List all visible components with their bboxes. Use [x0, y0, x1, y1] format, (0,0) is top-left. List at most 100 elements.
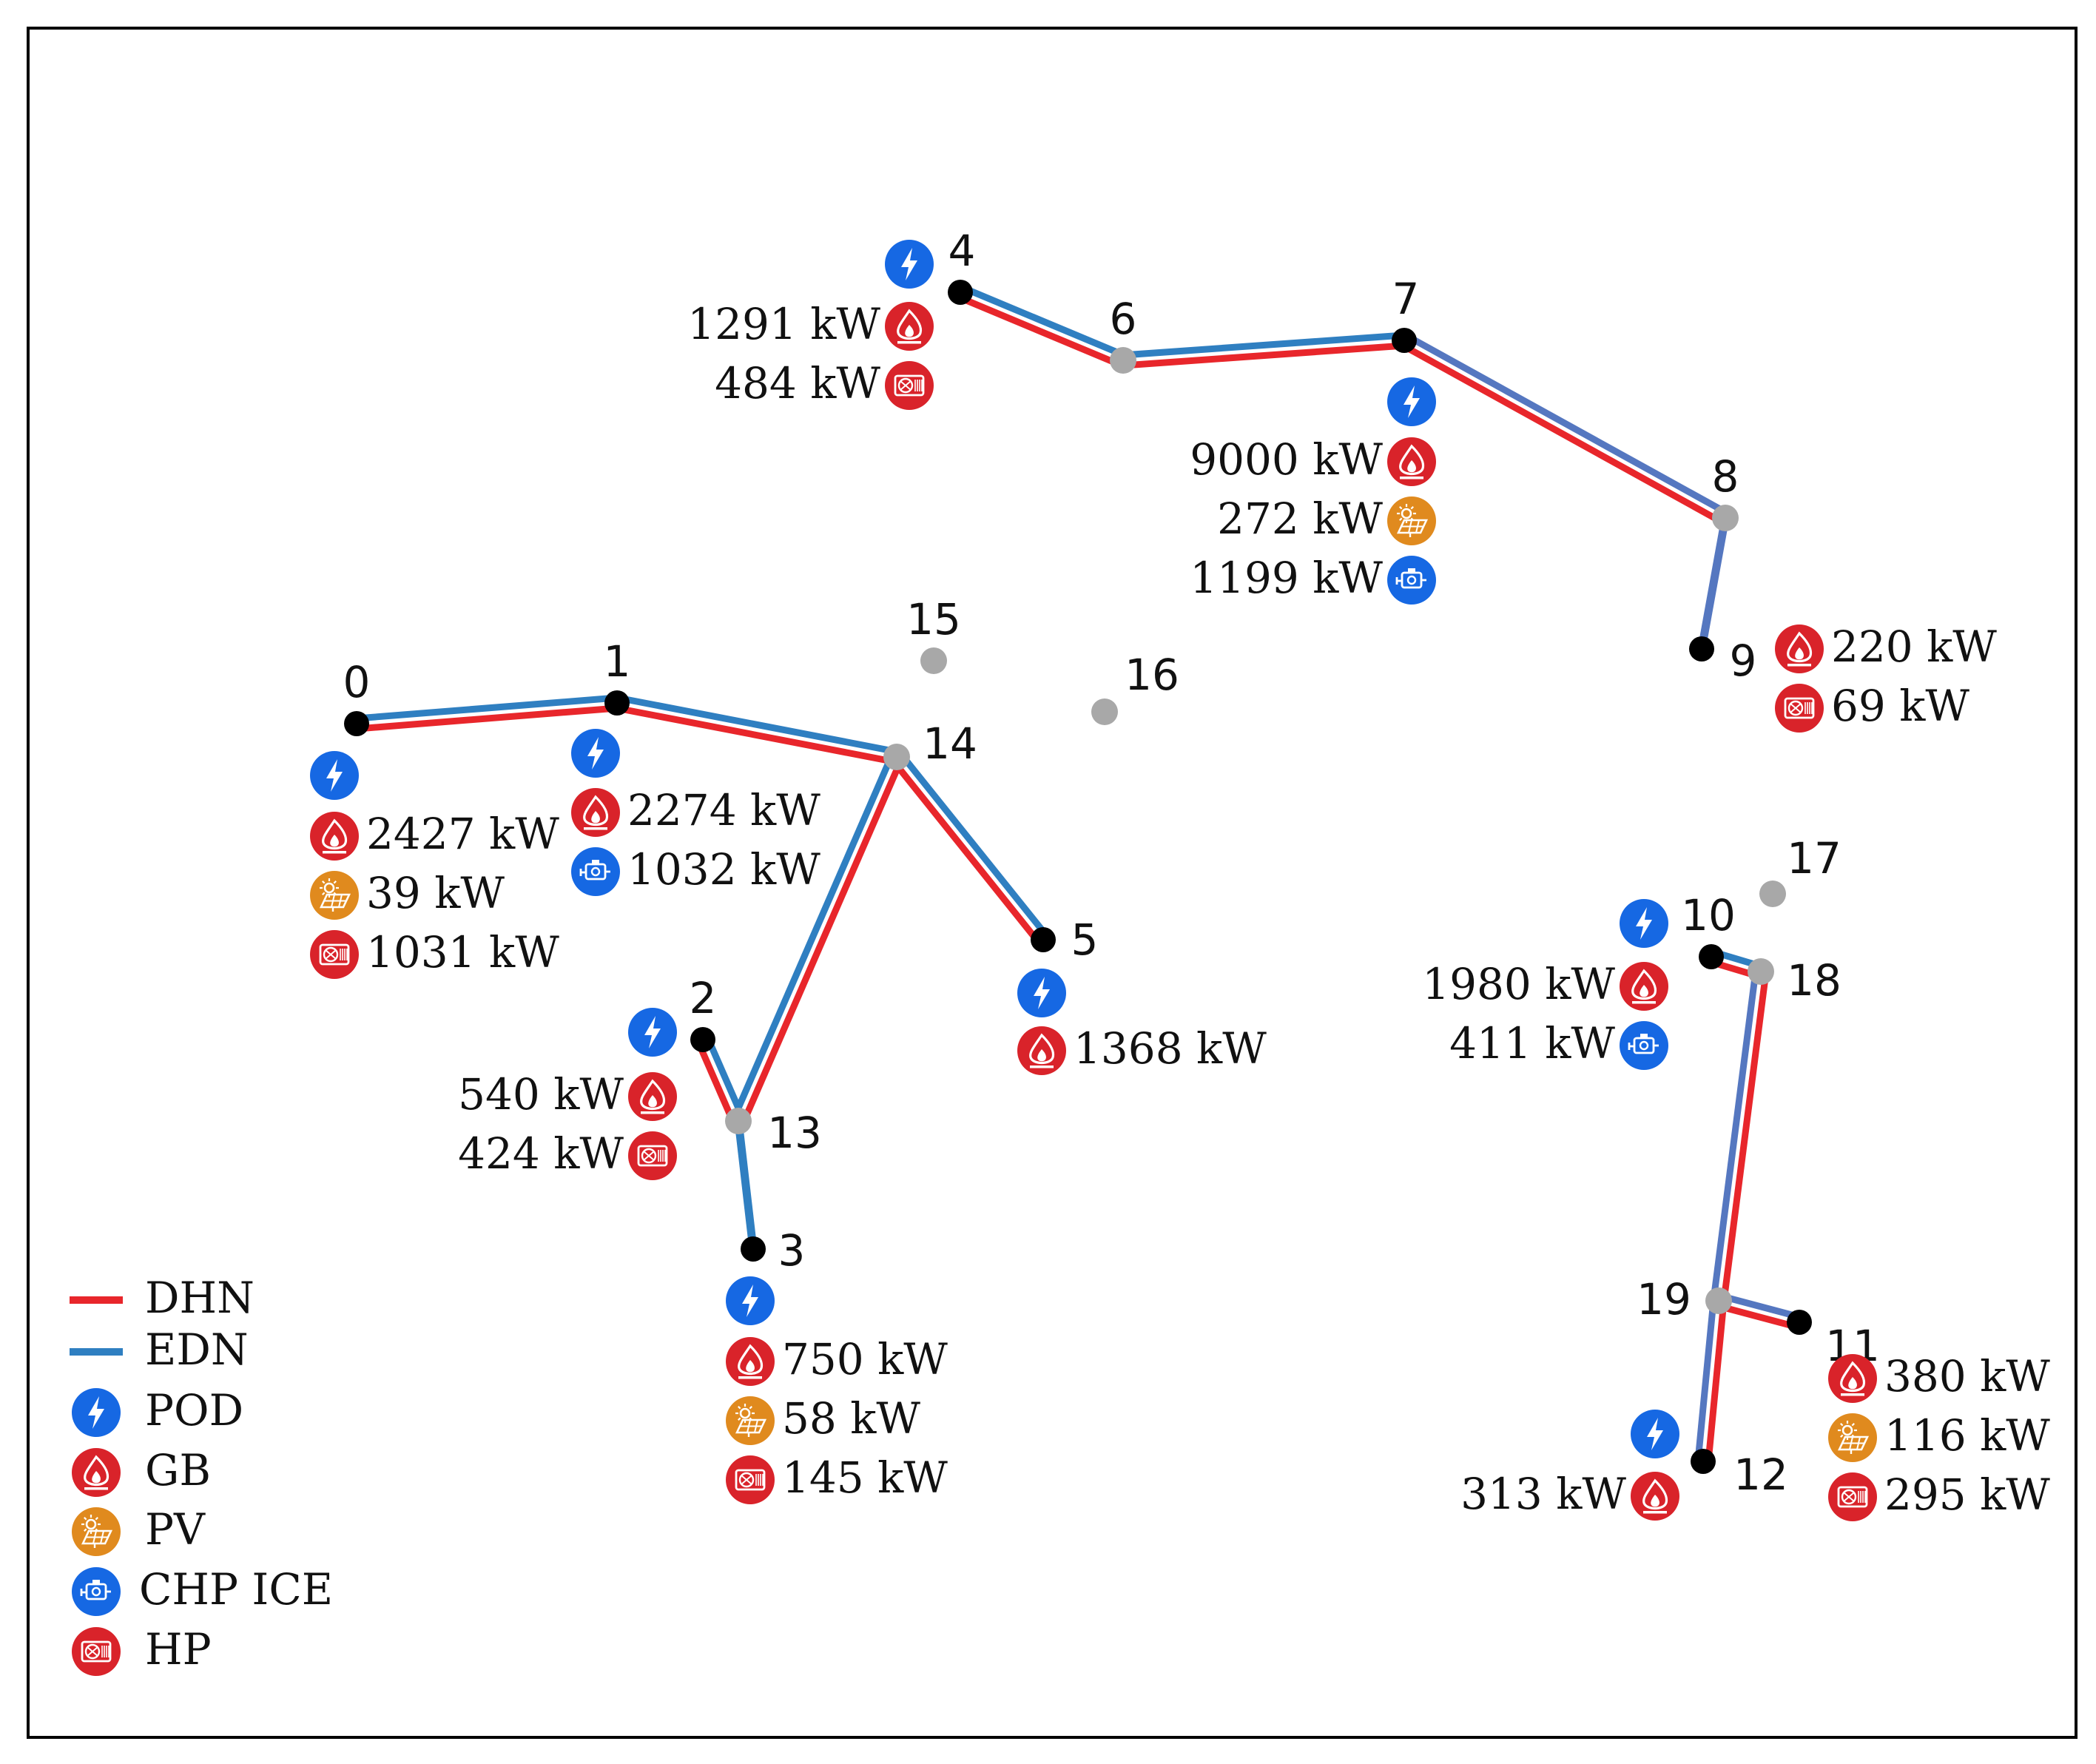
node-17-label: 17 [1787, 833, 1841, 883]
edge-18-19 [1710, 970, 1770, 1302]
capacity-node-11-gb: 380 kW [1828, 1351, 2050, 1403]
edge-0-1-edn-line [356, 694, 617, 722]
node-2-dot [690, 1027, 715, 1052]
capacity-node-0-pv: 39 kW [310, 868, 505, 920]
capacity-node-9-gb: 220 kW [1775, 622, 1997, 673]
capacity-value: 1032 kW [627, 844, 820, 895]
capacity-node-10-chp: 411 kW [1449, 1018, 1668, 1070]
node-18-label: 18 [1787, 955, 1841, 1006]
node-6-dot [1110, 347, 1136, 374]
edge-19-12 [1694, 1299, 1728, 1463]
gb-icon [628, 1072, 677, 1121]
node-16-dot [1091, 698, 1118, 725]
legend-hp-label: HP [145, 1624, 212, 1674]
capacity-value: 220 kW [1831, 622, 1997, 672]
edge-14-5-dhn-line [890, 758, 1042, 946]
node-9: 9 [1689, 636, 1756, 686]
node-6-label: 6 [1110, 294, 1137, 344]
edge-19-12-edn_alt-line [1694, 1299, 1717, 1461]
node-1: 1 [604, 636, 631, 716]
gb-icon [1620, 962, 1668, 1011]
capacity-node-3-hp: 145 kW [726, 1452, 948, 1504]
node-3-label: 3 [778, 1225, 806, 1276]
capacity-node-7-gb: 9000 kW [1190, 434, 1436, 486]
node-8: 8 [1712, 451, 1739, 531]
capacity-node-5-gb: 1368 kW [1017, 1023, 1267, 1075]
node-19-dot [1705, 1287, 1732, 1314]
edge-19-11 [1716, 1292, 1802, 1331]
pod-icon-node-0 [310, 751, 359, 800]
edge-1-14-edn-line [617, 694, 899, 755]
capacity-node-1-gb: 2274 kW [571, 785, 820, 837]
capacity-value: 39 kW [366, 868, 505, 918]
edge-6-7 [1122, 331, 1405, 369]
pod-icon-node-4 [885, 240, 934, 289]
hp-icon [1828, 1472, 1877, 1521]
node-8-label: 8 [1712, 451, 1739, 502]
legend-gb-icon [72, 1448, 121, 1497]
capacity-node-12-gb: 313 kW [1460, 1469, 1679, 1521]
pod-icon-node-7 [1387, 377, 1436, 426]
edge-14-13-edn-line [730, 753, 895, 1121]
node-0-dot [344, 711, 369, 736]
capacity-value: 313 kW [1460, 1469, 1626, 1519]
edge-14-13-dhn-line [740, 757, 905, 1125]
edge-14-5-edn-line [897, 751, 1050, 939]
edge-8-9 [1697, 517, 1730, 650]
capacity-value: 295 kW [1884, 1470, 2050, 1520]
chp-icon [1387, 556, 1436, 605]
legend-chp-icon [72, 1567, 121, 1616]
capacity-node-2-hp: 424 kW [458, 1128, 677, 1180]
node-14: 14 [883, 718, 977, 770]
gb-icon [1017, 1026, 1066, 1075]
hp-icon [310, 930, 359, 979]
node-14-label: 14 [923, 718, 977, 769]
node-18: 18 [1748, 955, 1841, 1006]
capacity-node-10-gb: 1980 kW [1422, 959, 1668, 1011]
chp-icon [571, 847, 620, 896]
node-12-dot [1691, 1449, 1716, 1474]
legend-pv-label: PV [145, 1504, 206, 1555]
node-10-dot [1699, 944, 1724, 969]
legend-chp-label: CHP ICE [139, 1564, 333, 1615]
gb-icon [571, 788, 620, 837]
gb-icon [1631, 1472, 1679, 1521]
edges-layer [356, 284, 1802, 1463]
node-5: 5 [1031, 915, 1098, 965]
edge-14-5 [890, 751, 1050, 946]
hp-icon [628, 1131, 677, 1180]
capacity-node-7-pv: 272 kW [1217, 494, 1436, 545]
capacity-node-7-chp: 1199 kW [1190, 553, 1436, 605]
legend-item-hp: HP [72, 1624, 212, 1676]
node-3-dot [741, 1236, 766, 1262]
legend-item-chp: CHP ICE [72, 1564, 333, 1616]
pv-icon [726, 1396, 775, 1445]
node-15-label: 15 [906, 594, 961, 644]
node-0: 0 [343, 657, 370, 736]
capacity-node-1-chp: 1032 kW [571, 844, 820, 896]
node-17-dot [1759, 881, 1786, 907]
legend-pod-icon [72, 1388, 121, 1437]
node-2: 2 [690, 973, 716, 1052]
capacity-value: 1980 kW [1422, 959, 1615, 1009]
edge-4-6-edn-line [960, 284, 1127, 359]
edge-19-11-edn_alt-line [1719, 1292, 1802, 1321]
capacity-value: 540 kW [458, 1069, 624, 1120]
node-14-dot [883, 744, 910, 770]
pod-icon-node-12 [1631, 1410, 1679, 1458]
edge-18-19-dhn-line [1720, 972, 1770, 1302]
edge-2-13-edn-line [704, 1036, 747, 1121]
capacity-value: 1368 kW [1074, 1023, 1267, 1074]
node-13-label: 13 [767, 1108, 822, 1158]
capacity-value: 1291 kW [687, 299, 880, 349]
capacity-node-11-hp: 295 kW [1828, 1470, 2050, 1521]
node-16: 16 [1091, 650, 1179, 725]
node-3: 3 [741, 1225, 805, 1276]
capacity-node-11-pv: 116 kW [1828, 1410, 2050, 1462]
edge-6-7-edn-line [1122, 331, 1404, 359]
node-1-label: 1 [604, 636, 631, 687]
legend-edn-label: EDN [145, 1324, 249, 1375]
edge-2-13-dhn-line [695, 1040, 737, 1125]
